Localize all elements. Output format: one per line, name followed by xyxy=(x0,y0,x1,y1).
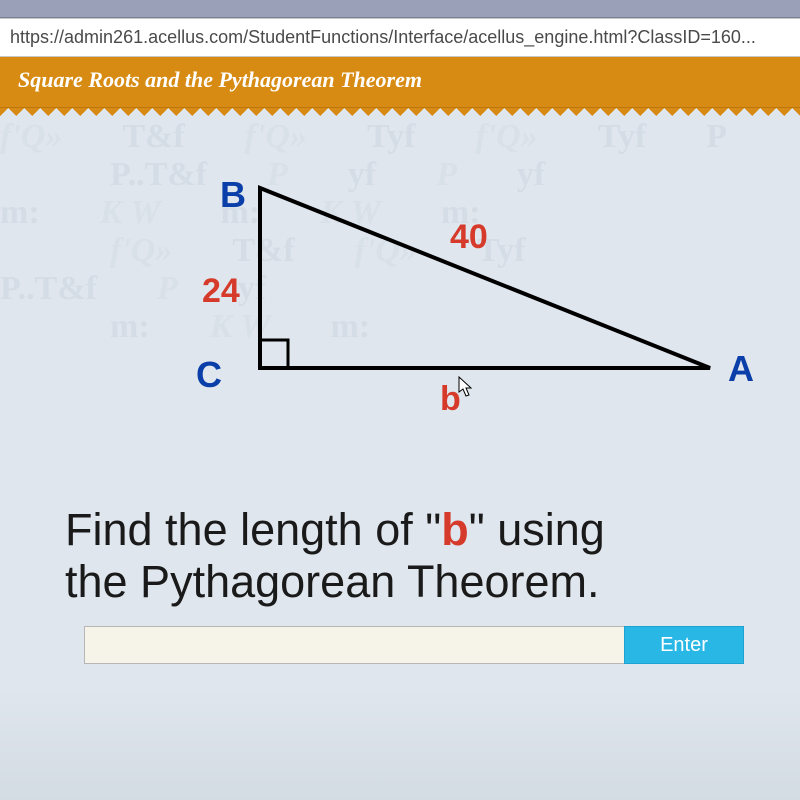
content-bottom-gradient xyxy=(0,690,800,800)
vertex-b-label: B xyxy=(220,174,246,216)
question-line1-suffix: " using xyxy=(469,504,605,555)
url-text: https://admin261.acellus.com/StudentFunc… xyxy=(10,27,756,47)
question-line2: the Pythagorean Theorem. xyxy=(65,556,600,607)
triangle-figure: B C A 24 40 b xyxy=(190,178,710,418)
lesson-content: f'Q»T&ff'Q»Tyff'Q»TyfP P..T&fPyfPyf m:K … xyxy=(0,118,800,800)
triangle-svg xyxy=(190,178,750,418)
side-bc-value: 24 xyxy=(202,272,240,311)
question-b-variable: b xyxy=(441,504,469,555)
side-ca-label: b xyxy=(440,380,461,419)
side-ba-value: 40 xyxy=(450,218,488,257)
vertex-a-label: A xyxy=(728,348,754,390)
question-line1-prefix: Find the length of " xyxy=(65,504,441,555)
answer-input[interactable] xyxy=(84,626,624,664)
answer-row: Enter xyxy=(84,626,744,664)
url-bar[interactable]: https://admin261.acellus.com/StudentFunc… xyxy=(0,18,800,57)
topic-title: Square Roots and the Pythagorean Theorem xyxy=(18,67,422,92)
vertex-c-label: C xyxy=(196,354,222,396)
browser-chrome-strip xyxy=(0,0,800,18)
enter-button[interactable]: Enter xyxy=(624,626,744,664)
topic-title-bar: Square Roots and the Pythagorean Theorem xyxy=(0,57,800,108)
zigzag-divider xyxy=(0,108,800,118)
question-text: Find the length of "b" using the Pythago… xyxy=(65,504,790,608)
